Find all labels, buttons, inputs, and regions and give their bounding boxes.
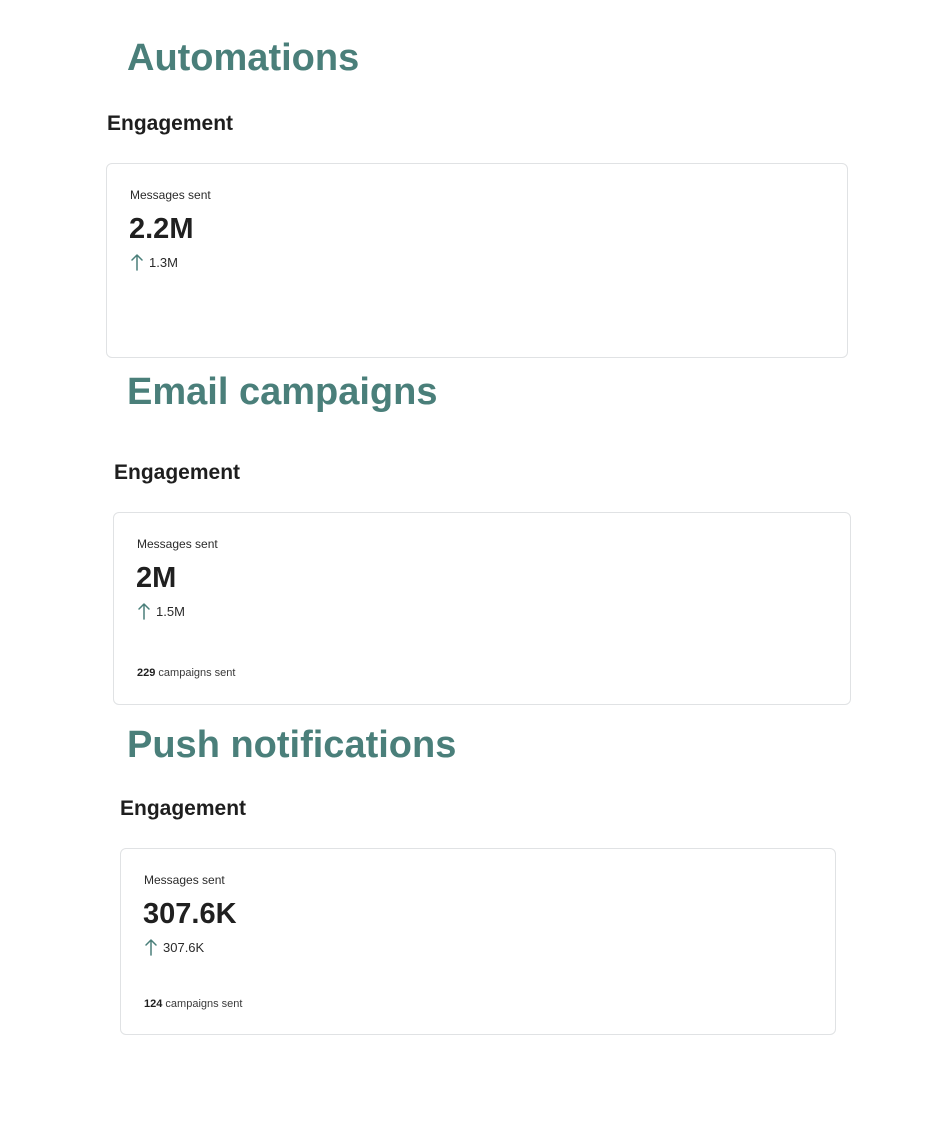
section-title-push-notifications: Push notifications <box>127 724 457 766</box>
engagement-heading-automations: Engagement <box>107 112 234 135</box>
arrow-up-icon <box>145 939 157 956</box>
delta-value: 307.6K <box>163 939 205 955</box>
section-title-email-campaigns: Email campaigns <box>127 371 438 413</box>
messages-sent-card-push-notifications: Messages sent 307.6K 307.6K 124 campaign… <box>120 848 836 1035</box>
arrow-up-icon <box>131 254 143 271</box>
delta-value: 1.5M <box>156 603 185 619</box>
campaigns-sent-summary: 229 campaigns sent <box>137 667 235 679</box>
arrow-up-icon <box>138 603 150 620</box>
campaigns-sent-text: campaigns sent <box>158 667 236 679</box>
delta-row: 307.6K <box>144 938 204 956</box>
campaigns-sent-summary: 124 campaigns sent <box>144 998 242 1010</box>
metric-label: Messages sent <box>144 873 225 887</box>
metric-value: 2.2M <box>129 213 194 245</box>
delta-row: 1.5M <box>137 602 185 620</box>
metric-label: Messages sent <box>137 537 218 551</box>
delta-row: 1.3M <box>130 253 178 271</box>
campaigns-sent-count: 124 <box>144 998 163 1010</box>
campaigns-sent-text: campaigns sent <box>165 998 243 1010</box>
engagement-heading-push-notifications: Engagement <box>120 797 247 820</box>
engagement-heading-email-campaigns: Engagement <box>114 461 241 484</box>
messages-sent-card-email-campaigns: Messages sent 2M 1.5M 229 campaigns sent <box>113 512 851 705</box>
campaigns-sent-count: 229 <box>137 667 156 679</box>
delta-value: 1.3M <box>149 254 178 270</box>
metric-value: 307.6K <box>143 898 237 930</box>
metric-value: 2M <box>136 562 177 594</box>
metric-label: Messages sent <box>130 188 211 202</box>
messages-sent-card-automations: Messages sent 2.2M 1.3M <box>106 163 848 358</box>
section-title-automations: Automations <box>127 37 360 79</box>
